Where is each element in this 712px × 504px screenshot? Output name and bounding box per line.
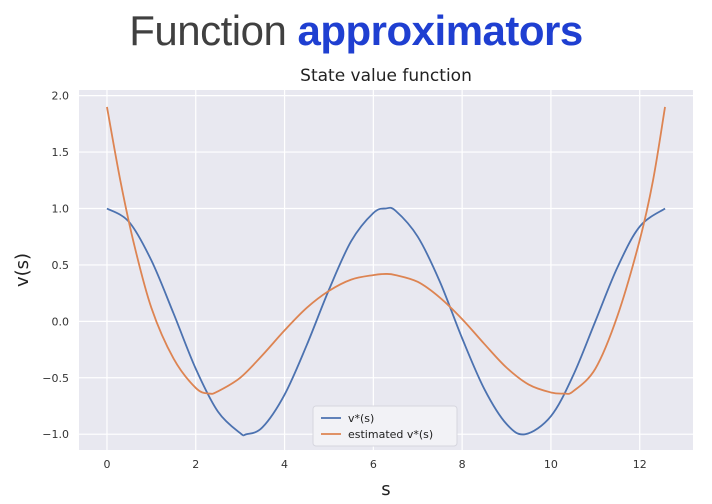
slide-title-accent: approximators bbox=[297, 7, 584, 54]
x-tick-label: 2 bbox=[192, 458, 199, 471]
y-tick-label: 1.5 bbox=[52, 146, 70, 159]
y-tick-labels: −1.0 −0.5 0.0 0.5 1.0 1.5 2.0 bbox=[42, 90, 69, 442]
x-tick-label: 6 bbox=[370, 458, 377, 471]
x-tick-label: 0 bbox=[103, 458, 110, 471]
legend: v*(s) estimated v*(s) bbox=[312, 405, 458, 447]
x-tick-label: 10 bbox=[544, 458, 558, 471]
y-tick-label: 1.0 bbox=[52, 202, 70, 215]
y-tick-label: −0.5 bbox=[42, 372, 69, 385]
x-tick-label: 4 bbox=[281, 458, 288, 471]
series-layer bbox=[106, 106, 666, 437]
y-axis-label: v(s) bbox=[12, 253, 33, 287]
y-tick-label: 0.0 bbox=[52, 315, 70, 328]
x-tick-labels: 0 2 4 6 8 10 12 bbox=[103, 458, 646, 471]
plot-area bbox=[79, 90, 693, 450]
chart-title: State value function bbox=[300, 66, 472, 86]
series-line-estimated-v-star bbox=[106, 106, 666, 395]
legend-label: estimated v*(s) bbox=[348, 428, 433, 441]
y-tick-label: −1.0 bbox=[42, 428, 69, 441]
legend-label: v*(s) bbox=[348, 412, 374, 425]
y-tick-label: 0.5 bbox=[52, 259, 70, 272]
y-tick-label: 2.0 bbox=[52, 90, 70, 103]
x-tick-label: 8 bbox=[459, 458, 466, 471]
slide-title: Function approximators bbox=[0, 6, 712, 56]
legend-box bbox=[312, 405, 458, 447]
series-line-v-star bbox=[106, 206, 666, 437]
slide-title-plain: Function bbox=[129, 7, 287, 54]
x-tick-label: 12 bbox=[633, 458, 647, 471]
x-axis-label: s bbox=[381, 479, 390, 500]
